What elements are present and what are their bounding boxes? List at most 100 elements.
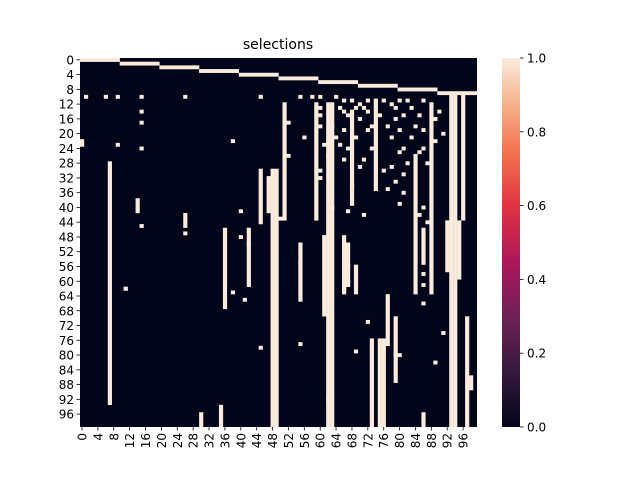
heatmap-cell (345, 264, 351, 269)
heatmap-cell (365, 128, 371, 132)
heatmap-cell (322, 142, 327, 147)
heatmap-cell (349, 183, 355, 188)
heatmap-cell-column (381, 338, 386, 428)
heatmap-cell (421, 272, 426, 276)
y-tick-label: 88 (59, 378, 74, 392)
heatmap-cell (397, 201, 402, 206)
heatmap-cell-column (369, 338, 374, 428)
heatmap-cell (421, 205, 426, 210)
x-tick-label: 24 (171, 433, 185, 448)
y-tick-label: 28 (59, 157, 74, 171)
heatmap-cell (401, 172, 406, 177)
heatmap-cell-block (318, 80, 359, 85)
heatmap-cell (389, 102, 394, 107)
heatmap-cell (361, 105, 367, 110)
heatmap-cell (238, 235, 243, 240)
heatmap-cell (302, 135, 307, 140)
y-tick-label: 68 (59, 304, 74, 318)
heatmap-cell (286, 120, 291, 125)
heatmap-cell (361, 157, 367, 162)
colorbar-tick-label: 0.2 (527, 347, 546, 361)
y-tick-label: 8 (66, 83, 74, 97)
heatmap-cell (286, 153, 291, 158)
heatmap-cell (361, 212, 367, 217)
colorbar-tick-label: 0.0 (527, 421, 546, 435)
heatmap-cell (405, 98, 410, 103)
heatmap-cell-column (222, 227, 228, 310)
y-tick-label: 4 (66, 68, 74, 82)
heatmap-cell-block (80, 58, 120, 62)
heatmap-cell (397, 150, 402, 155)
heatmap-cell (357, 102, 363, 107)
heatmap-cell (409, 105, 414, 110)
heatmap-cell (365, 98, 371, 103)
heatmap-cell-column (413, 153, 418, 295)
heatmap-cell-column (135, 198, 140, 214)
heatmap-cell-column (449, 94, 454, 428)
heatmap-cell (357, 165, 363, 169)
x-tick-label: 60 (314, 433, 328, 448)
heatmap-cell (401, 146, 406, 151)
heatmap-cell (318, 94, 323, 99)
heatmap-cell-block (238, 72, 279, 77)
heatmap-cell (318, 124, 323, 129)
heatmap-cell-column (314, 102, 319, 221)
y-tick-label: 92 (59, 393, 74, 407)
heatmap-cell-column (377, 338, 382, 428)
y-tick-label: 84 (59, 363, 74, 377)
y-tick-label: 16 (59, 112, 74, 126)
y-tick-label: 36 (59, 186, 74, 200)
x-tick-label: 32 (203, 433, 217, 448)
heatmap-cell (409, 135, 414, 140)
heatmap-cell (417, 150, 422, 155)
heatmap-cell-column (270, 168, 275, 428)
heatmap-cell-column (274, 168, 279, 428)
heatmap-cell (330, 205, 335, 210)
heatmap-cell-column (469, 375, 474, 391)
heatmap-cell (278, 216, 283, 221)
heatmap-cell (334, 94, 339, 99)
heatmap-cell-column (385, 294, 390, 347)
heatmap-cell (318, 176, 323, 180)
x-tick-label: 0 (75, 433, 89, 441)
heatmap-cell-block (119, 61, 160, 66)
heatmap-cell-column (183, 212, 188, 228)
heatmap-cell (353, 135, 359, 140)
heatmap-cell (242, 297, 247, 302)
x-tick-label: 28 (187, 433, 201, 448)
heatmap-cell (103, 94, 108, 99)
heatmap-cell (389, 135, 394, 140)
heatmap-cell (433, 139, 438, 144)
heatmap-cell (441, 331, 446, 335)
y-tick-label: 56 (59, 260, 74, 274)
heatmap-cell (365, 109, 371, 114)
chart-title: selections (243, 37, 313, 53)
heatmap-cell-column (421, 412, 426, 428)
heatmap-cell (421, 301, 426, 306)
heatmap-cell-column (429, 102, 434, 295)
heatmap-cell (139, 224, 144, 228)
colorbar-tick-label: 0.6 (527, 199, 546, 213)
x-tick-label: 44 (250, 433, 264, 448)
x-tick-label: 68 (345, 433, 359, 448)
heatmap-cell-column (453, 94, 458, 428)
x-tick-label: 88 (425, 433, 439, 448)
heatmap-cell (342, 128, 347, 132)
heatmap-cell (397, 98, 402, 103)
x-tick-label: 72 (361, 433, 375, 448)
heatmap-cell (433, 360, 438, 365)
heatmap-cell-column (326, 102, 331, 428)
heatmap-cell-block (199, 69, 239, 73)
x-tick-label: 80 (393, 433, 407, 448)
colorbar-tick-label: 1.0 (527, 52, 546, 66)
heatmap-cell (139, 146, 144, 151)
heatmap-cell-column (298, 242, 303, 302)
heatmap-cell (421, 128, 426, 132)
heatmap-cell-column (457, 220, 462, 280)
heatmap-cell (326, 397, 331, 402)
colorbar-tick-label: 0.4 (527, 273, 546, 287)
heatmap-cell (318, 113, 323, 118)
heatmap-cell (441, 131, 446, 136)
x-tick-label: 36 (218, 433, 232, 448)
heatmap-cell (417, 212, 422, 217)
